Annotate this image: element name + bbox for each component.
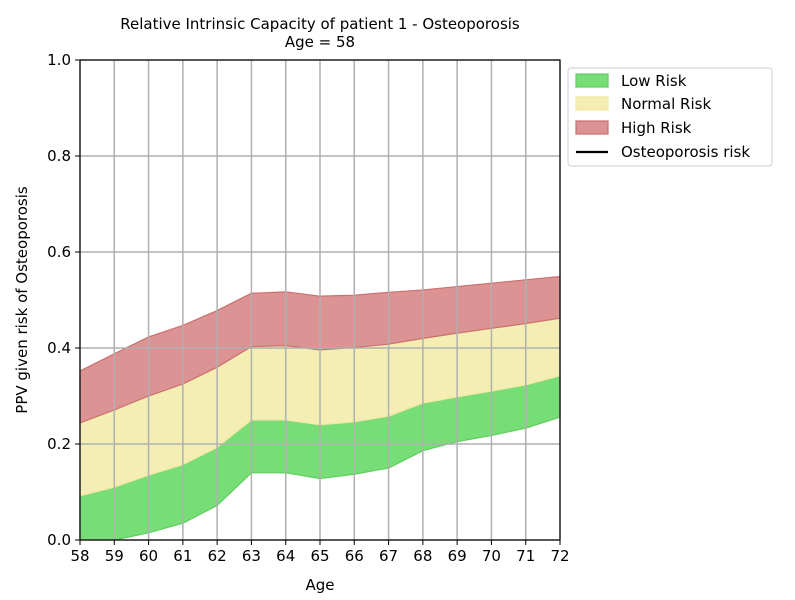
chart-subtitle: Age = 58 [285,33,355,51]
x-tick-label: 70 [482,547,501,565]
y-tick-label: 0.2 [47,435,71,453]
plot-grid [79,59,561,541]
x-axis-title: Age [305,576,334,594]
y-tick-label: 0.6 [47,243,71,261]
x-tick-label: 59 [105,547,124,565]
x-tick-label: 67 [379,547,398,565]
legend-swatch-normal-risk [575,96,609,111]
y-tick-label: 0.0 [47,531,71,549]
legend: Low Risk Normal Risk High Risk Osteoporo… [567,67,773,167]
x-tick-label: 60 [139,547,158,565]
x-tick-label: 61 [173,547,192,565]
legend-label-low-risk: Low Risk [621,72,687,90]
legend-swatch-high-risk [575,120,609,135]
x-tick-label: 72 [550,547,569,565]
x-tick-label: 71 [516,547,535,565]
legend-swatch-low-risk [575,73,609,88]
y-tick-label: 0.4 [47,339,71,357]
y-tick-label: 0.8 [47,147,71,165]
legend-label-normal-risk: Normal Risk [621,95,711,113]
x-tick-label: 64 [276,547,295,565]
y-axis-title: PPV given risk of Osteoporosis [13,186,31,414]
legend-label-high-risk: High Risk [621,119,692,137]
legend-label-osteoporosis-risk: Osteoporosis risk [621,143,750,161]
x-tick-label: 68 [413,547,432,565]
y-axis: 0.0 0.2 0.4 0.6 0.8 1.0 [47,51,80,549]
y-tick-label: 1.0 [47,51,71,69]
x-tick-label: 65 [310,547,329,565]
x-tick-label: 69 [448,547,467,565]
x-tick-label: 58 [70,547,89,565]
x-tick-label: 63 [242,547,261,565]
x-tick-label: 62 [208,547,227,565]
x-tick-label: 66 [345,547,364,565]
chart-title: Relative Intrinsic Capacity of patient 1… [120,15,520,33]
x-axis: 58 59 60 61 62 63 64 65 66 67 68 69 70 71 72 [70,540,570,565]
legend-frame [567,67,773,167]
